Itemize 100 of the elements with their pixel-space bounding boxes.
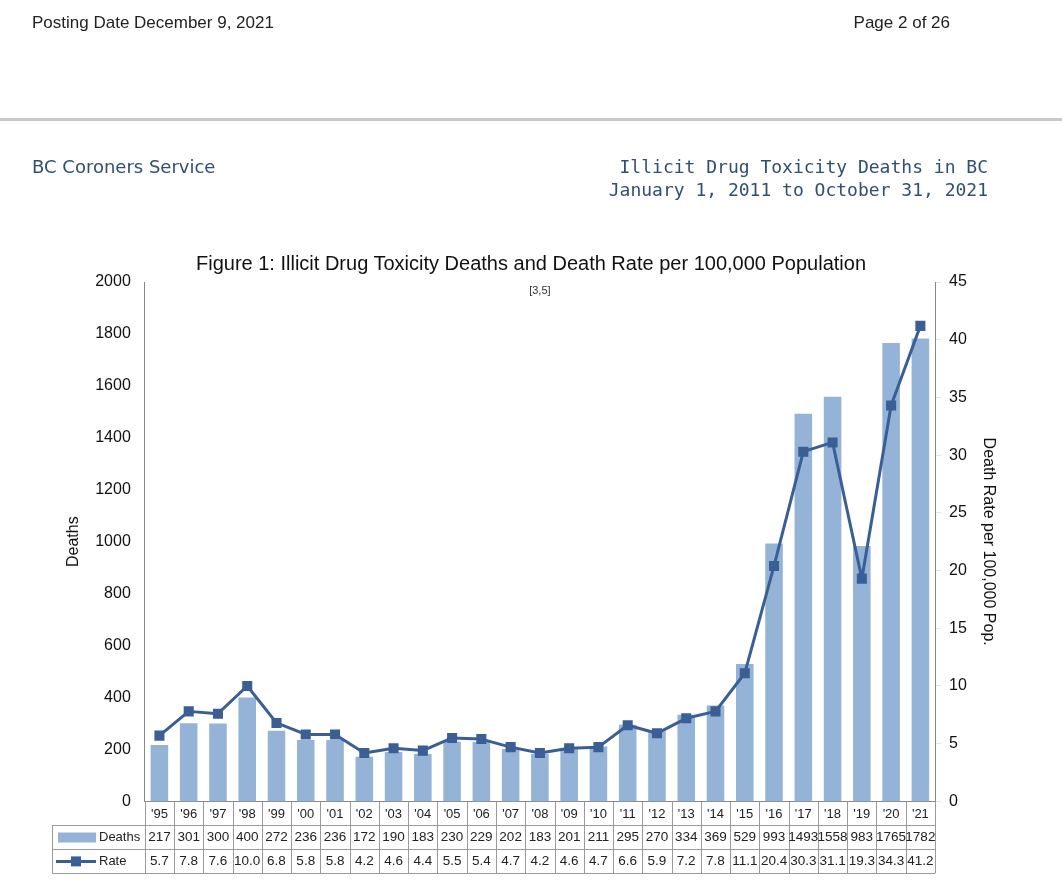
bar	[706, 705, 725, 802]
x-tick-label: '00	[297, 805, 315, 821]
data-label: 4.6	[384, 853, 403, 869]
bar	[238, 697, 257, 802]
data-label: 400	[235, 829, 259, 845]
y-tick-label: 1200	[95, 480, 131, 498]
text: BC Coroners Service	[32, 155, 216, 179]
data-label: 334	[674, 829, 698, 845]
data-label: 295	[616, 829, 639, 845]
data-label: 201	[557, 829, 581, 845]
x-tick-label: '19	[853, 805, 871, 821]
point	[300, 729, 311, 740]
data-label: 183	[528, 829, 552, 845]
data-label: 4.2	[354, 853, 374, 869]
data-label: 5.8	[296, 853, 316, 869]
bar	[267, 730, 286, 802]
bar	[648, 731, 666, 802]
data-label: 5.7	[150, 853, 169, 869]
data-label: 31.1	[819, 853, 846, 869]
y2-axis-title: Death Rate per 100,000 Pop.	[980, 437, 998, 646]
x-tick-label: '05	[443, 805, 461, 821]
point	[242, 680, 253, 692]
data-label: 6.6	[618, 853, 638, 869]
point	[388, 743, 399, 754]
y-tick-label: 2000	[95, 272, 131, 290]
y2-tick-label: 0	[949, 791, 958, 809]
data-label: 1558	[817, 829, 848, 845]
chart-subtitle: [3,5]	[529, 283, 551, 296]
bar	[794, 413, 813, 802]
data-label: 11.1	[732, 853, 758, 869]
point	[681, 713, 692, 724]
data-label: 10.0	[234, 853, 261, 869]
y2-tick-label: 5	[949, 734, 958, 752]
data-label: 4.2	[530, 853, 550, 869]
data-label: 190	[382, 829, 405, 845]
data-label: 529	[733, 829, 757, 845]
y2-tick-label: 45	[949, 272, 967, 290]
bar	[618, 724, 637, 802]
y2-tick-label: 20	[949, 560, 967, 578]
x-tick-label: '21	[911, 805, 929, 821]
y2-tick-label: 35	[949, 387, 967, 405]
x-tick-label: '01	[326, 805, 344, 821]
bar	[882, 343, 900, 802]
x-tick-label: '10	[589, 805, 607, 821]
x-tick-label: '06	[472, 805, 490, 821]
point	[447, 732, 458, 743]
data-label: 5.9	[647, 853, 667, 869]
data-label: 183	[411, 829, 435, 845]
data-label: 30.3	[790, 853, 817, 869]
x-tick-label: '13	[677, 805, 695, 821]
x-tick-label: '07	[502, 805, 520, 821]
bar	[296, 740, 315, 802]
y-tick-label: 1600	[95, 376, 131, 394]
point	[827, 437, 838, 448]
bar	[911, 338, 930, 802]
point	[534, 747, 545, 758]
point	[417, 745, 428, 756]
data-label: 7.8	[706, 853, 725, 869]
point	[505, 742, 516, 753]
x-tick-label: '03	[385, 805, 403, 821]
text: Illicit Drug Toxicity Deaths in BC January 1, 2011 to October 31, 2021	[608, 155, 988, 202]
bar	[853, 546, 871, 802]
data-label: 983	[850, 829, 874, 845]
bar	[414, 753, 432, 802]
point	[739, 668, 750, 679]
point	[915, 320, 926, 331]
x-tick-label: '14	[707, 805, 724, 821]
x-tick-label: '96	[180, 805, 198, 821]
point	[886, 400, 897, 411]
data-label: 6.8	[267, 853, 286, 869]
point	[359, 747, 370, 758]
point	[798, 446, 809, 457]
data-label: 236	[294, 829, 318, 845]
y-tick-label: 1800	[95, 324, 131, 342]
bar	[209, 723, 227, 802]
point	[212, 708, 223, 719]
y-tick-label: 800	[104, 584, 131, 602]
y2-tick-label: 25	[949, 503, 967, 521]
y-tick-label: 1400	[95, 428, 131, 446]
bar	[735, 664, 754, 802]
data-label: 1782	[905, 829, 936, 845]
point	[329, 729, 341, 740]
y-tick-label: 200	[104, 739, 131, 757]
bar	[326, 740, 344, 802]
point	[476, 734, 487, 745]
data-label: 41.2	[907, 853, 934, 869]
x-tick-label: '08	[531, 805, 549, 821]
y-tick-label: 400	[104, 687, 131, 705]
point	[710, 706, 721, 717]
y-tick-label: 1000	[95, 532, 131, 550]
data-label: 4.7	[589, 853, 608, 869]
bar	[589, 746, 608, 802]
x-tick-label: '98	[238, 805, 256, 821]
bar	[443, 741, 461, 802]
bar	[384, 752, 403, 802]
bar	[179, 723, 198, 802]
text: Page 2 of 26	[853, 12, 950, 34]
x-tick-label: '12	[648, 805, 666, 821]
data-label: 229	[470, 829, 493, 845]
y-tick-label: 0	[121, 791, 131, 809]
